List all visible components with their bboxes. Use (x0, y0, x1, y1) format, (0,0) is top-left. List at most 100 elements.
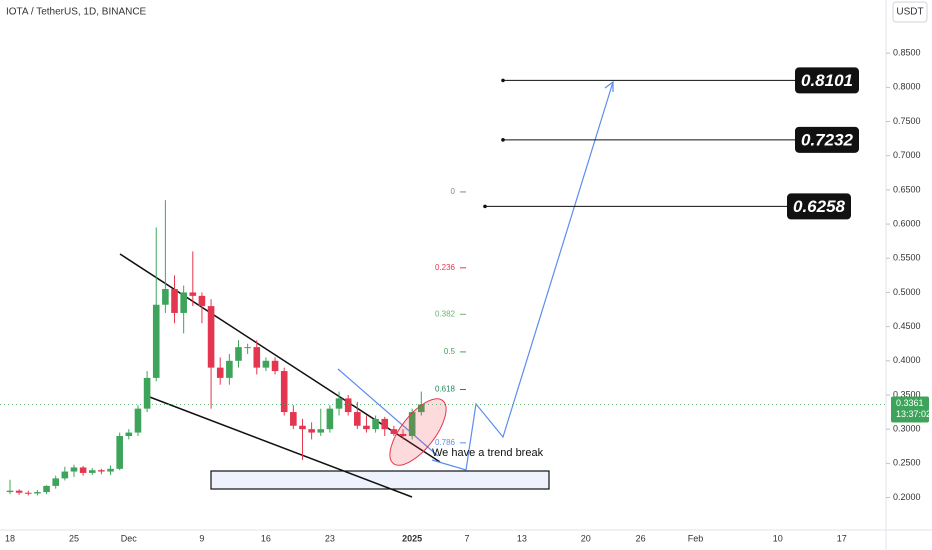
support-zone (210, 470, 550, 490)
x-tick-label: 20 (581, 533, 591, 543)
candle-body (317, 429, 325, 433)
chart-title: IOTA / TetherUS, 1D, BINANCE (6, 7, 147, 18)
candle-body (171, 289, 178, 313)
countdown: 13:37:02 (896, 409, 931, 419)
candle-body (253, 347, 261, 368)
y-tick-label: 0.6000 (893, 218, 921, 228)
candle-body (198, 295, 206, 307)
y-tick-label: 0.3500 (893, 389, 921, 399)
target-label: 0.8101 (801, 71, 853, 90)
candle-body (244, 347, 251, 349)
x-tick-label: 9 (199, 533, 204, 543)
x-tick-label: 2025 (402, 533, 422, 543)
fib-label: 0.5 (444, 347, 456, 356)
y-tick-label: 0.2000 (893, 492, 921, 502)
y-tick-label: 0.4500 (893, 321, 921, 331)
candle-body (98, 470, 105, 472)
x-tick-label: 13 (517, 533, 527, 543)
wedge-lower (146, 395, 413, 498)
target-box (795, 126, 859, 153)
candle-body (52, 478, 59, 486)
x-tick-label: 16 (261, 533, 271, 543)
fib-label: 0.786 (435, 438, 456, 447)
candle-body (299, 425, 306, 430)
y-tick-label: 0.8000 (893, 82, 921, 92)
y-tick-label: 0.5000 (893, 287, 921, 297)
candle-body (262, 360, 270, 368)
y-tick-label: 0.5500 (893, 253, 921, 263)
resistance-line (337, 368, 439, 457)
candle-body (134, 408, 142, 433)
x-tick-label: 25 (69, 533, 79, 543)
fib-label: 0 (451, 187, 456, 196)
x-tick-label: 17 (837, 533, 847, 543)
candle-body (207, 306, 215, 368)
last-price-label: 0.3361 (896, 398, 924, 408)
y-tick-label: 0.3000 (893, 424, 921, 434)
candle-body (354, 412, 361, 426)
candle-body (280, 371, 288, 413)
candle-body (271, 360, 279, 372)
candle-body (326, 408, 334, 430)
candle-body (88, 470, 96, 473)
candle-body (399, 433, 407, 436)
candle-body (34, 492, 41, 494)
candle-body (408, 412, 416, 436)
candle-body (152, 304, 160, 378)
candle-body (226, 360, 233, 378)
y-tick-label: 0.8500 (893, 48, 921, 58)
candle-body (344, 398, 352, 413)
candle-body (363, 425, 370, 430)
x-tick-label: Feb (688, 533, 704, 543)
candle-body (162, 289, 169, 305)
candle-body (61, 471, 69, 479)
y-tick-label: 0.4000 (893, 355, 921, 365)
target-label: 0.7232 (801, 130, 854, 149)
candle-body (381, 418, 389, 430)
annotation: We have a trend break (432, 447, 544, 459)
candle-body (125, 432, 133, 436)
candle-body (418, 404, 425, 413)
last-price-box (891, 396, 929, 423)
y-tick-label: 0.6500 (893, 184, 921, 194)
candle-body (189, 292, 197, 296)
projection-path (431, 81, 614, 471)
x-tick-label: 7 (464, 533, 469, 543)
drawings (119, 80, 614, 498)
y-tick-label: 0.7000 (893, 150, 921, 160)
candle-body (216, 367, 224, 378)
target-label: 0.6258 (793, 197, 846, 216)
candle-body (43, 485, 50, 493)
candle-body (390, 429, 398, 434)
candle-body (335, 398, 343, 409)
candle-body (290, 412, 297, 426)
candle-body (70, 467, 78, 472)
fib-label: 0.236 (435, 263, 456, 272)
fib-label: 0.382 (435, 309, 456, 318)
candle-body (15, 490, 23, 493)
candle-body (79, 467, 87, 473)
projection-arrow (604, 80, 614, 92)
candle-body (235, 347, 242, 361)
target-box (795, 67, 859, 94)
currency[interactable]: USDT (896, 7, 923, 18)
candle-body (372, 418, 379, 430)
candle-body (116, 435, 123, 469)
y-tick-label: 0.2500 (893, 458, 921, 468)
x-tick-label: 18 (5, 533, 15, 543)
currency-box[interactable] (892, 1, 928, 23)
candle-body (308, 429, 315, 433)
candle-body (143, 377, 151, 409)
candle-body (180, 292, 187, 313)
target-box (787, 193, 851, 220)
x-tick-label: Dec (121, 533, 138, 543)
candle-body (24, 492, 32, 494)
trend-break-highlight (389, 398, 447, 466)
x-tick-label: 23 (325, 533, 335, 543)
candle-body (107, 468, 114, 472)
x-tick-label: 10 (773, 533, 783, 543)
x-tick-label: 26 (636, 533, 646, 543)
candle-body (6, 490, 14, 493)
